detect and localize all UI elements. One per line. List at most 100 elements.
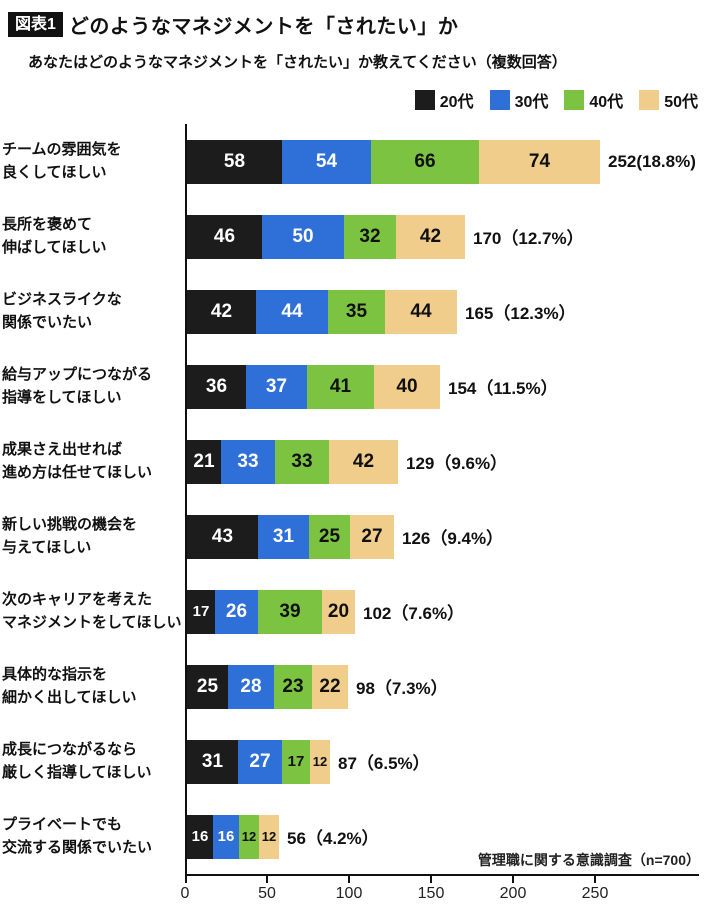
- bar-segment: 25: [309, 514, 350, 559]
- category-label: 成長につながるなら 厳しく指導してほしい: [2, 741, 152, 781]
- bar-segment: 43: [187, 514, 258, 559]
- bar-segment: 46: [187, 214, 262, 259]
- category-label: 成果さえ出せれば 進め方は任せてほしい: [2, 441, 153, 481]
- source-note: 管理職に関する意識調査（n=700）: [477, 852, 700, 868]
- bar-segment: 42: [396, 214, 465, 259]
- axis-tick-label: 200: [499, 885, 527, 902]
- category-label: ビジネスライクな 関係でいたい: [2, 291, 122, 331]
- bar-segment: 22: [312, 664, 348, 709]
- stacked-bar: 36 37 41 40: [187, 364, 440, 409]
- bar-segment: 74: [479, 139, 600, 184]
- stacked-bar: 25 28 23 22: [187, 664, 348, 709]
- stacked-bar: 43 31 25 27: [187, 514, 394, 559]
- chart-row: 給与アップにつながる 指導をしてほしい 36 37 41 40 154（11.5%）: [2, 349, 701, 424]
- bar-segment: 31: [258, 514, 309, 559]
- total-label: 170（12.7%）: [473, 229, 584, 248]
- axis-tick: [430, 876, 432, 883]
- bar-segment: 40: [374, 364, 440, 409]
- bar-segment: 17: [187, 589, 215, 634]
- legend-swatch: [414, 90, 435, 110]
- bar-segment: 42: [329, 439, 398, 484]
- legend-swatch: [564, 90, 585, 110]
- bar-segment: 44: [385, 289, 457, 334]
- chart-legend: 20代 30代 40代 50代: [0, 88, 698, 112]
- total-label: 154（11.5%）: [448, 379, 558, 398]
- bar-segment: 17: [282, 739, 310, 784]
- bar-segment: 42: [187, 289, 256, 334]
- bar-segment: 21: [187, 439, 221, 484]
- legend-label: 30代: [514, 94, 549, 111]
- bar-segment: 16: [187, 814, 213, 859]
- category-label: 新しい挑戦の機会を 与えてほしい: [2, 516, 138, 556]
- bar-segment: 12: [310, 739, 330, 784]
- total-label: 252(18.8%): [608, 151, 696, 171]
- stacked-bar-chart: チームの雰囲気を 良くしてほしい 58 54 66 74 252(18.8%) 長所を褒めて伸…: [0, 124, 710, 905]
- chart-row: 長所を褒めて 伸ばしてほしい 46 50 32 42 170（12.7%）: [2, 199, 701, 274]
- axis-tick-label: 100: [335, 885, 363, 902]
- total-label: 56（4.2%）: [287, 829, 379, 848]
- legend-swatch: [639, 90, 660, 110]
- axis-tick-label: 0: [180, 885, 190, 902]
- bar-segment: 16: [213, 814, 239, 859]
- axis-tick: [348, 876, 350, 883]
- bar-segment: 66: [371, 139, 479, 184]
- chart-plot-area: チームの雰囲気を 良くしてほしい 58 54 66 74 252(18.8%) 長所を褒めて伸…: [2, 124, 701, 874]
- axis-tick: [266, 876, 268, 883]
- bar-segment: 25: [187, 664, 228, 709]
- bar-segment: 33: [221, 439, 275, 484]
- bar-segment: 35: [328, 289, 385, 334]
- figure-title: どのようなマネジメントを「されたい」か: [68, 16, 459, 38]
- bar-segment: 12: [239, 814, 259, 859]
- bar-segment: 41: [307, 364, 374, 409]
- legend-item: 40代: [564, 88, 623, 112]
- stacked-bar: 17 26 39 20: [187, 589, 355, 634]
- axis-tick-label: 50: [258, 885, 276, 902]
- category-label: 具体的な指示を 細かく出してほしい: [2, 666, 137, 706]
- bar-segment: 58: [187, 139, 282, 184]
- figure-header: 図表1 どのようなマネジメントを「されたい」か: [0, 0, 710, 39]
- legend-label: 40代: [589, 94, 624, 111]
- total-label: 165（12.3%）: [465, 304, 576, 323]
- bar-segment: 12: [259, 814, 279, 859]
- total-label: 87（6.5%）: [338, 754, 430, 773]
- legend-label: 50代: [664, 94, 698, 111]
- chart-row: 成果さえ出せれば 進め方は任せてほしい 21 33 33 42 129（9.6%）: [2, 424, 701, 499]
- chart-row: ビジネスライクな 関係でいたい 42 44 35 44 165（12.3%）: [2, 274, 701, 349]
- bar-segment: 39: [258, 589, 322, 634]
- bar-segment: 54: [282, 139, 371, 184]
- legend-label: 20代: [439, 94, 474, 111]
- figure-subtitle: あなたはどのようなマネジメントを「されたい」か教えてください（複数回答）: [28, 54, 567, 71]
- chart-row: チームの雰囲気を 良くしてほしい 58 54 66 74 252(18.8%): [2, 124, 701, 199]
- stacked-bar: 46 50 32 42: [187, 214, 465, 259]
- bar-segment: 50: [262, 214, 344, 259]
- legend-item: 20代: [414, 88, 474, 112]
- category-label: 給与アップにつながる 指導をしてほしい: [2, 366, 153, 406]
- bar-segment: 27: [238, 739, 282, 784]
- bar-segment: 37: [246, 364, 307, 409]
- category-label: 次のキャリアを考えた マネジメントをしてほしい: [2, 591, 182, 631]
- total-label: 126（9.4%）: [402, 529, 504, 548]
- legend-swatch: [489, 90, 510, 110]
- axis-tick-label: 150: [417, 885, 445, 902]
- total-label: 102（7.6%）: [363, 604, 465, 623]
- category-label: チームの雰囲気を 良くしてほしい: [2, 141, 122, 181]
- bar-segment: 44: [256, 289, 328, 334]
- chart-row: 具体的な指示を 細かく出してほしい 25 28 23 22 98（7.3%）: [2, 649, 701, 724]
- legend-item: 30代: [489, 88, 549, 112]
- axis-tick-label: 250: [581, 885, 609, 902]
- chart-row: 新しい挑戦の機会を 与えてほしい 43 31 25 27 126（9.4%）: [2, 499, 701, 574]
- stacked-bar: 16 16 12 12: [187, 814, 279, 859]
- figure-badge: 図表1: [8, 11, 63, 38]
- bar-segment: 23: [274, 664, 312, 709]
- stacked-bar: 42 44 35 44: [187, 289, 457, 334]
- chart-row: プライベートでも 交流する関係でいたい 16 16 12 12 56（4.2%）: [2, 799, 701, 874]
- bar-segment: 31: [187, 739, 238, 784]
- bar-segment: 27: [350, 514, 394, 559]
- legend-item: 50代: [639, 88, 698, 112]
- bar-segment: 32: [344, 214, 396, 259]
- category-label: プライベートでも 交流する関係でいたい: [2, 816, 153, 856]
- bar-segment: 33: [275, 439, 329, 484]
- axis-tick: [185, 876, 187, 883]
- stacked-bar: 21 33 33 42: [187, 439, 398, 484]
